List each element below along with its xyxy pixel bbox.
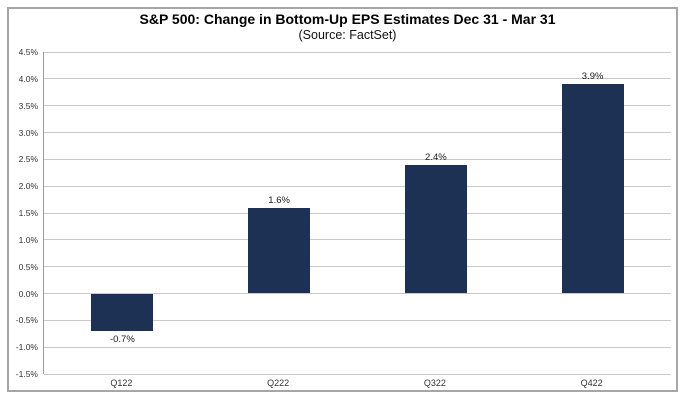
gridline [44,319,671,321]
x-axis-category-label: Q422 [580,378,603,388]
y-axis-tick-label: 3.0% [18,127,38,138]
y-axis-tick-label: 4.0% [18,73,38,84]
x-axis-category-label: Q322 [423,378,446,388]
chart-subtitle: (Source: FactSet) [298,28,397,42]
y-axis-tick-label: 2.5% [18,154,38,165]
gridline [44,132,671,133]
bar-Q122 [91,293,154,332]
chart-title: S&P 500: Change in Bottom-Up EPS Estimat… [139,11,556,27]
y-axis-tick-label: 4.5% [18,47,38,57]
bar-Q222 [248,207,311,294]
y-axis-tick-label: 3.5% [18,100,38,111]
gridline [44,185,671,187]
y-axis-tick-label: -1.0% [15,342,38,353]
bar-value-label: 2.4% [425,151,447,163]
gridline [44,212,671,214]
y-axis-tick-label: 1.0% [18,234,38,245]
gridline [44,78,671,80]
y-axis-tick-label: 1.5% [18,208,38,218]
y-axis-tick-label: -0.5% [15,315,38,326]
x-axis-category-label: Q122 [110,378,133,388]
gridline [44,51,671,53]
y-axis-tick-label: 0.5% [18,261,38,272]
gridline [44,373,671,375]
gridline [44,158,671,160]
bar-value-label: 3.9% [581,71,604,83]
y-axis-tick-label: 0.0% [18,288,38,299]
gridline [44,105,671,107]
bar-value-label: 1.6% [268,194,290,206]
gridline [44,266,671,268]
plot-area: -0.7% 1.6% 2.4% 3.9% [43,51,671,375]
gridline [44,346,671,348]
gridline [44,293,671,294]
x-axis-category-label: Q222 [267,378,290,388]
y-axis-tick-label: 2.0% [18,181,38,192]
bar-Q322 [404,164,467,294]
y-axis-tick-label: -1.5% [15,369,38,379]
bar-value-label: -0.7% [109,334,135,346]
bar-Q422 [561,84,624,294]
gridline [44,239,671,241]
